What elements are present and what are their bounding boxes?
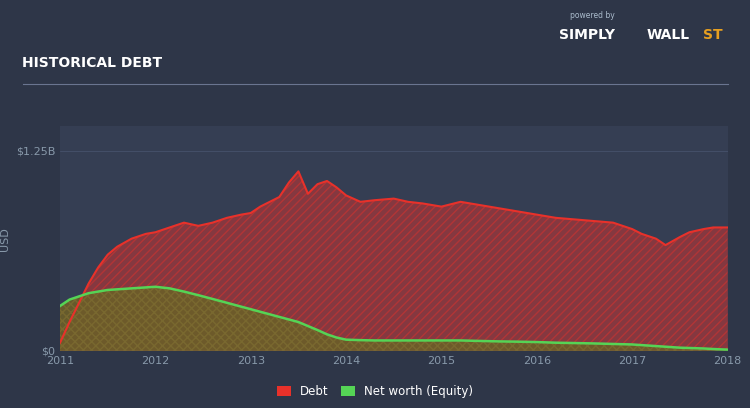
Text: WALL: WALL: [646, 28, 690, 42]
Legend: Debt, Net worth (Equity): Debt, Net worth (Equity): [277, 385, 473, 398]
Text: powered by: powered by: [570, 11, 615, 20]
Text: ST: ST: [704, 28, 723, 42]
Y-axis label: USD: USD: [0, 227, 10, 251]
Text: SIMPLY: SIMPLY: [559, 28, 615, 42]
Text: HISTORICAL DEBT: HISTORICAL DEBT: [22, 56, 163, 70]
